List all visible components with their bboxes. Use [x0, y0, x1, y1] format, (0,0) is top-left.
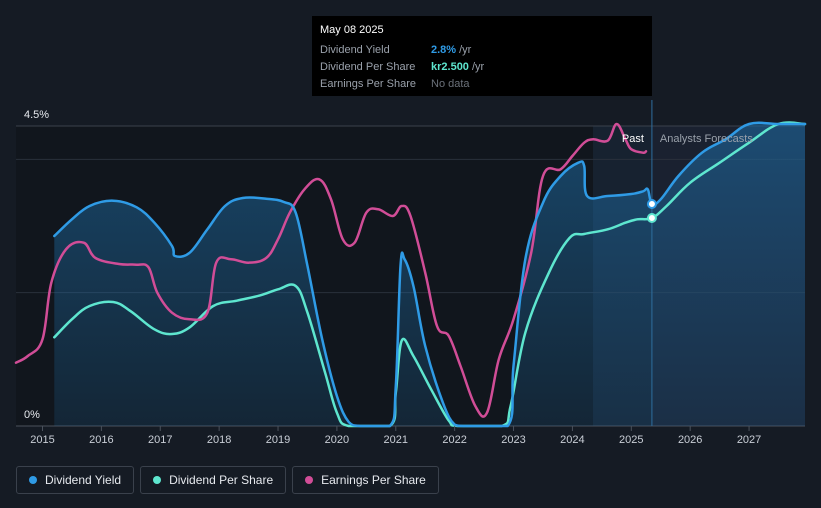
- dividend-per-share-line: [53, 121, 807, 428]
- tooltip-value: 2.8%: [431, 43, 457, 56]
- tooltip-value: kr2.500: [431, 60, 469, 73]
- dividend-per-share-marker: [646, 213, 657, 223]
- forecast-region-label: Analysts Forecasts: [660, 133, 753, 145]
- tooltip: May 08 2025 Dividend Yield 2.8% /yr Divi…: [312, 16, 652, 96]
- tooltip-row-earnings-per-share: Earnings Per Share No data: [320, 75, 644, 92]
- series-markers: [646, 199, 657, 223]
- x-tick-label: 2018: [207, 434, 231, 446]
- legend-dot-icon: [153, 476, 162, 484]
- legend-dot-icon: [305, 476, 314, 484]
- x-tick-label: 2022: [442, 434, 466, 446]
- dividend-yield-line: [53, 121, 807, 428]
- x-tick-label: 2024: [560, 434, 584, 446]
- legend-label: Dividend Per Share: [169, 473, 274, 487]
- x-tick-label: 2026: [678, 434, 702, 446]
- x-tick-label: 2016: [89, 434, 113, 446]
- x-tick-label: 2025: [619, 434, 643, 446]
- legend-label: Earnings Per Share: [321, 473, 426, 487]
- tooltip-row-dividend-per-share: Dividend Per Share kr2.500 /yr: [320, 58, 644, 75]
- dividend-yield-marker: [646, 199, 657, 209]
- series-lines: [14, 121, 807, 428]
- tooltip-label: Earnings Per Share: [320, 77, 416, 90]
- x-tick-label: 2023: [501, 434, 525, 446]
- x-tick-label: 2021: [384, 434, 408, 446]
- x-tick-label: 2017: [148, 434, 172, 446]
- y-tick-label-top: 4.5%: [24, 109, 49, 121]
- x-axis-ticks: 2015 2016 2017 2018 2019 2020 2021 2022 2023 2024…: [30, 426, 761, 446]
- tooltip-row-dividend-yield: Dividend Yield 2.8% /yr: [320, 41, 644, 58]
- tooltip-date: May 08 2025: [320, 24, 384, 36]
- tooltip-label: Dividend Per Share: [320, 60, 416, 73]
- legend-item-dividend-per-share[interactable]: Dividend Per Share: [140, 466, 287, 494]
- tooltip-label: Dividend Yield: [320, 43, 390, 56]
- legend-item-dividend-yield[interactable]: Dividend Yield: [16, 466, 135, 494]
- tooltip-value: No data: [431, 77, 470, 90]
- legend-item-earnings-per-share[interactable]: Earnings Per Share: [292, 466, 439, 494]
- tooltip-unit: /yr: [471, 60, 485, 73]
- tooltip-unit: /yr: [459, 43, 472, 56]
- legend-label: Dividend Yield: [45, 473, 122, 487]
- y-tick-label-bottom: 0%: [24, 409, 40, 421]
- past-region-label: Past: [622, 133, 644, 145]
- x-tick-label: 2027: [737, 434, 761, 446]
- earnings-per-share-line: [14, 122, 648, 418]
- legend-dot-icon: [29, 476, 37, 484]
- x-tick-label: 2019: [266, 434, 290, 446]
- x-tick-label: 2020: [325, 434, 349, 446]
- x-tick-label: 2015: [30, 434, 54, 446]
- legend: Dividend Yield Dividend Per Share Earnin…: [16, 466, 439, 494]
